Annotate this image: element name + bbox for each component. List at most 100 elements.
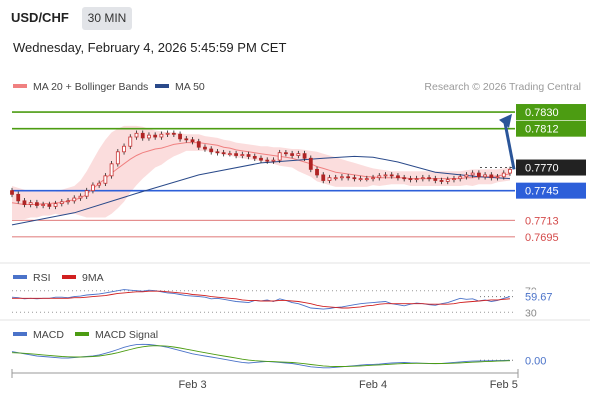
candle <box>271 157 276 164</box>
ma20-line <box>11 142 511 205</box>
candle-body <box>35 202 39 206</box>
rsi-legend-swatch <box>13 275 27 279</box>
candle-body <box>427 177 431 180</box>
candle-body <box>433 178 438 181</box>
candle <box>340 174 344 181</box>
candle-body <box>414 178 419 181</box>
candle-body <box>439 180 444 182</box>
candle <box>221 149 226 157</box>
candle <box>371 174 375 182</box>
candle <box>495 174 500 181</box>
candle <box>16 191 21 204</box>
candle <box>433 175 438 184</box>
candle <box>408 175 413 183</box>
candle <box>290 150 295 159</box>
candle-body <box>377 175 382 179</box>
candle-body <box>252 156 257 159</box>
candle <box>414 175 419 183</box>
symbol-label: USD/CHF <box>11 10 69 25</box>
candle <box>234 150 239 159</box>
candle <box>252 153 257 162</box>
candle-body <box>290 153 295 156</box>
candle-body <box>78 195 83 199</box>
candle-body <box>72 197 77 202</box>
candle <box>215 149 220 156</box>
candle <box>190 137 195 145</box>
candle-body <box>153 134 158 138</box>
candle-body <box>84 190 89 197</box>
bollinger-band <box>12 125 510 220</box>
candle <box>140 130 145 141</box>
candle-body <box>495 176 500 179</box>
rsi-line <box>11 289 511 310</box>
research-credit: Research © 2026 Trading Central <box>424 81 581 93</box>
rsi-ma-line <box>12 290 511 309</box>
candle-body <box>209 148 214 153</box>
candle-body <box>16 193 21 202</box>
macd-signal-line <box>11 345 511 367</box>
candle <box>97 180 102 188</box>
candle-body <box>97 182 102 186</box>
candle-body <box>103 175 108 184</box>
current-level-label: 0.7770 <box>525 163 559 175</box>
candle <box>109 161 114 179</box>
candle <box>22 198 27 208</box>
candle-body <box>91 184 95 192</box>
candle <box>383 172 388 179</box>
candle-body <box>28 202 33 205</box>
candle-body <box>10 190 14 195</box>
candle-body <box>371 177 375 180</box>
candle <box>321 172 326 184</box>
candle <box>53 200 58 210</box>
datetime-label: Wednesday, February 4, 2026 5:45:59 PM C… <box>13 40 287 55</box>
candle <box>445 176 450 185</box>
candle <box>364 175 369 182</box>
candle-body <box>346 176 351 179</box>
timeframe-button[interactable]: 30 MIN <box>82 7 132 30</box>
candle <box>184 136 189 143</box>
candle <box>227 150 232 157</box>
candle <box>277 149 282 163</box>
candle-body <box>402 177 407 180</box>
candle <box>159 131 164 140</box>
candle <box>59 198 64 207</box>
candle <box>452 175 456 183</box>
candle <box>483 172 488 180</box>
candle-body <box>408 178 413 181</box>
candle-body <box>352 177 357 180</box>
macd-signal-legend-label: MACD Signal <box>95 329 158 341</box>
candle-body <box>178 133 182 140</box>
candle-body <box>489 174 494 179</box>
candle <box>103 173 108 187</box>
candle-body <box>47 204 52 207</box>
x-tick-label: Feb 3 <box>178 379 206 391</box>
macd-signal-legend-swatch <box>75 332 89 336</box>
candle <box>327 174 332 184</box>
candle <box>265 157 270 164</box>
candle <box>178 131 182 142</box>
candle-body <box>159 133 164 138</box>
candle-body <box>389 174 394 177</box>
current-level-badge <box>516 159 586 176</box>
candle-body <box>184 138 189 141</box>
candle-body <box>476 172 481 178</box>
candle <box>78 193 83 201</box>
candle-body <box>265 159 270 162</box>
candle-body <box>122 145 126 153</box>
candle <box>302 150 307 162</box>
candle-body <box>483 174 488 178</box>
candle-body <box>383 174 388 177</box>
candle-body <box>508 168 512 174</box>
candle <box>28 199 33 208</box>
candle <box>47 201 52 210</box>
candle-body <box>271 159 276 162</box>
candle <box>352 174 357 182</box>
candle <box>508 166 512 176</box>
macd-legend-swatch <box>13 332 27 336</box>
candle-body <box>458 176 463 180</box>
candle-body <box>333 177 338 180</box>
candle-body <box>59 201 64 204</box>
candle <box>377 173 382 181</box>
projection-arrow-shaft <box>503 122 516 170</box>
